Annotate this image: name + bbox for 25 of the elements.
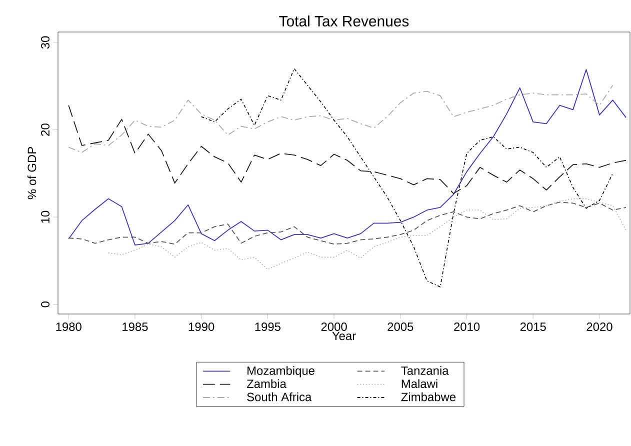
legend-label: Tanzania [401,366,449,375]
chart-title: Total Tax Revenues [279,16,409,26]
legend-label: South Africa [247,392,312,402]
x-tick-label: 2000 [321,322,347,331]
x-tick-label: 2010 [454,322,480,331]
legend-label: Zimbabwe [401,392,456,402]
y-tick-label: 20 [41,124,50,136]
y-tick-label: 30 [41,36,50,49]
x-tick-label: 1990 [188,322,214,331]
y-axis-title: % of GDP [27,147,36,200]
x-tick-label: 2005 [388,322,414,331]
x-tick-label: 1985 [122,322,148,331]
x-axis-title: Year [332,332,356,340]
line-series [68,202,626,245]
legend-label: Mozambique [248,366,314,378]
x-tick-label: 2015 [520,322,546,331]
legend-label: Zambia [246,379,286,388]
legend-label: Malawi [402,379,438,388]
line-series [68,69,626,246]
y-tick-label: 10 [41,210,50,223]
x-tick-label: 2020 [586,322,612,331]
x-tick-label: 1995 [255,322,280,331]
line-series [108,198,626,270]
y-tick-label: 0 [41,302,50,308]
x-tick-label: 1980 [56,322,82,331]
